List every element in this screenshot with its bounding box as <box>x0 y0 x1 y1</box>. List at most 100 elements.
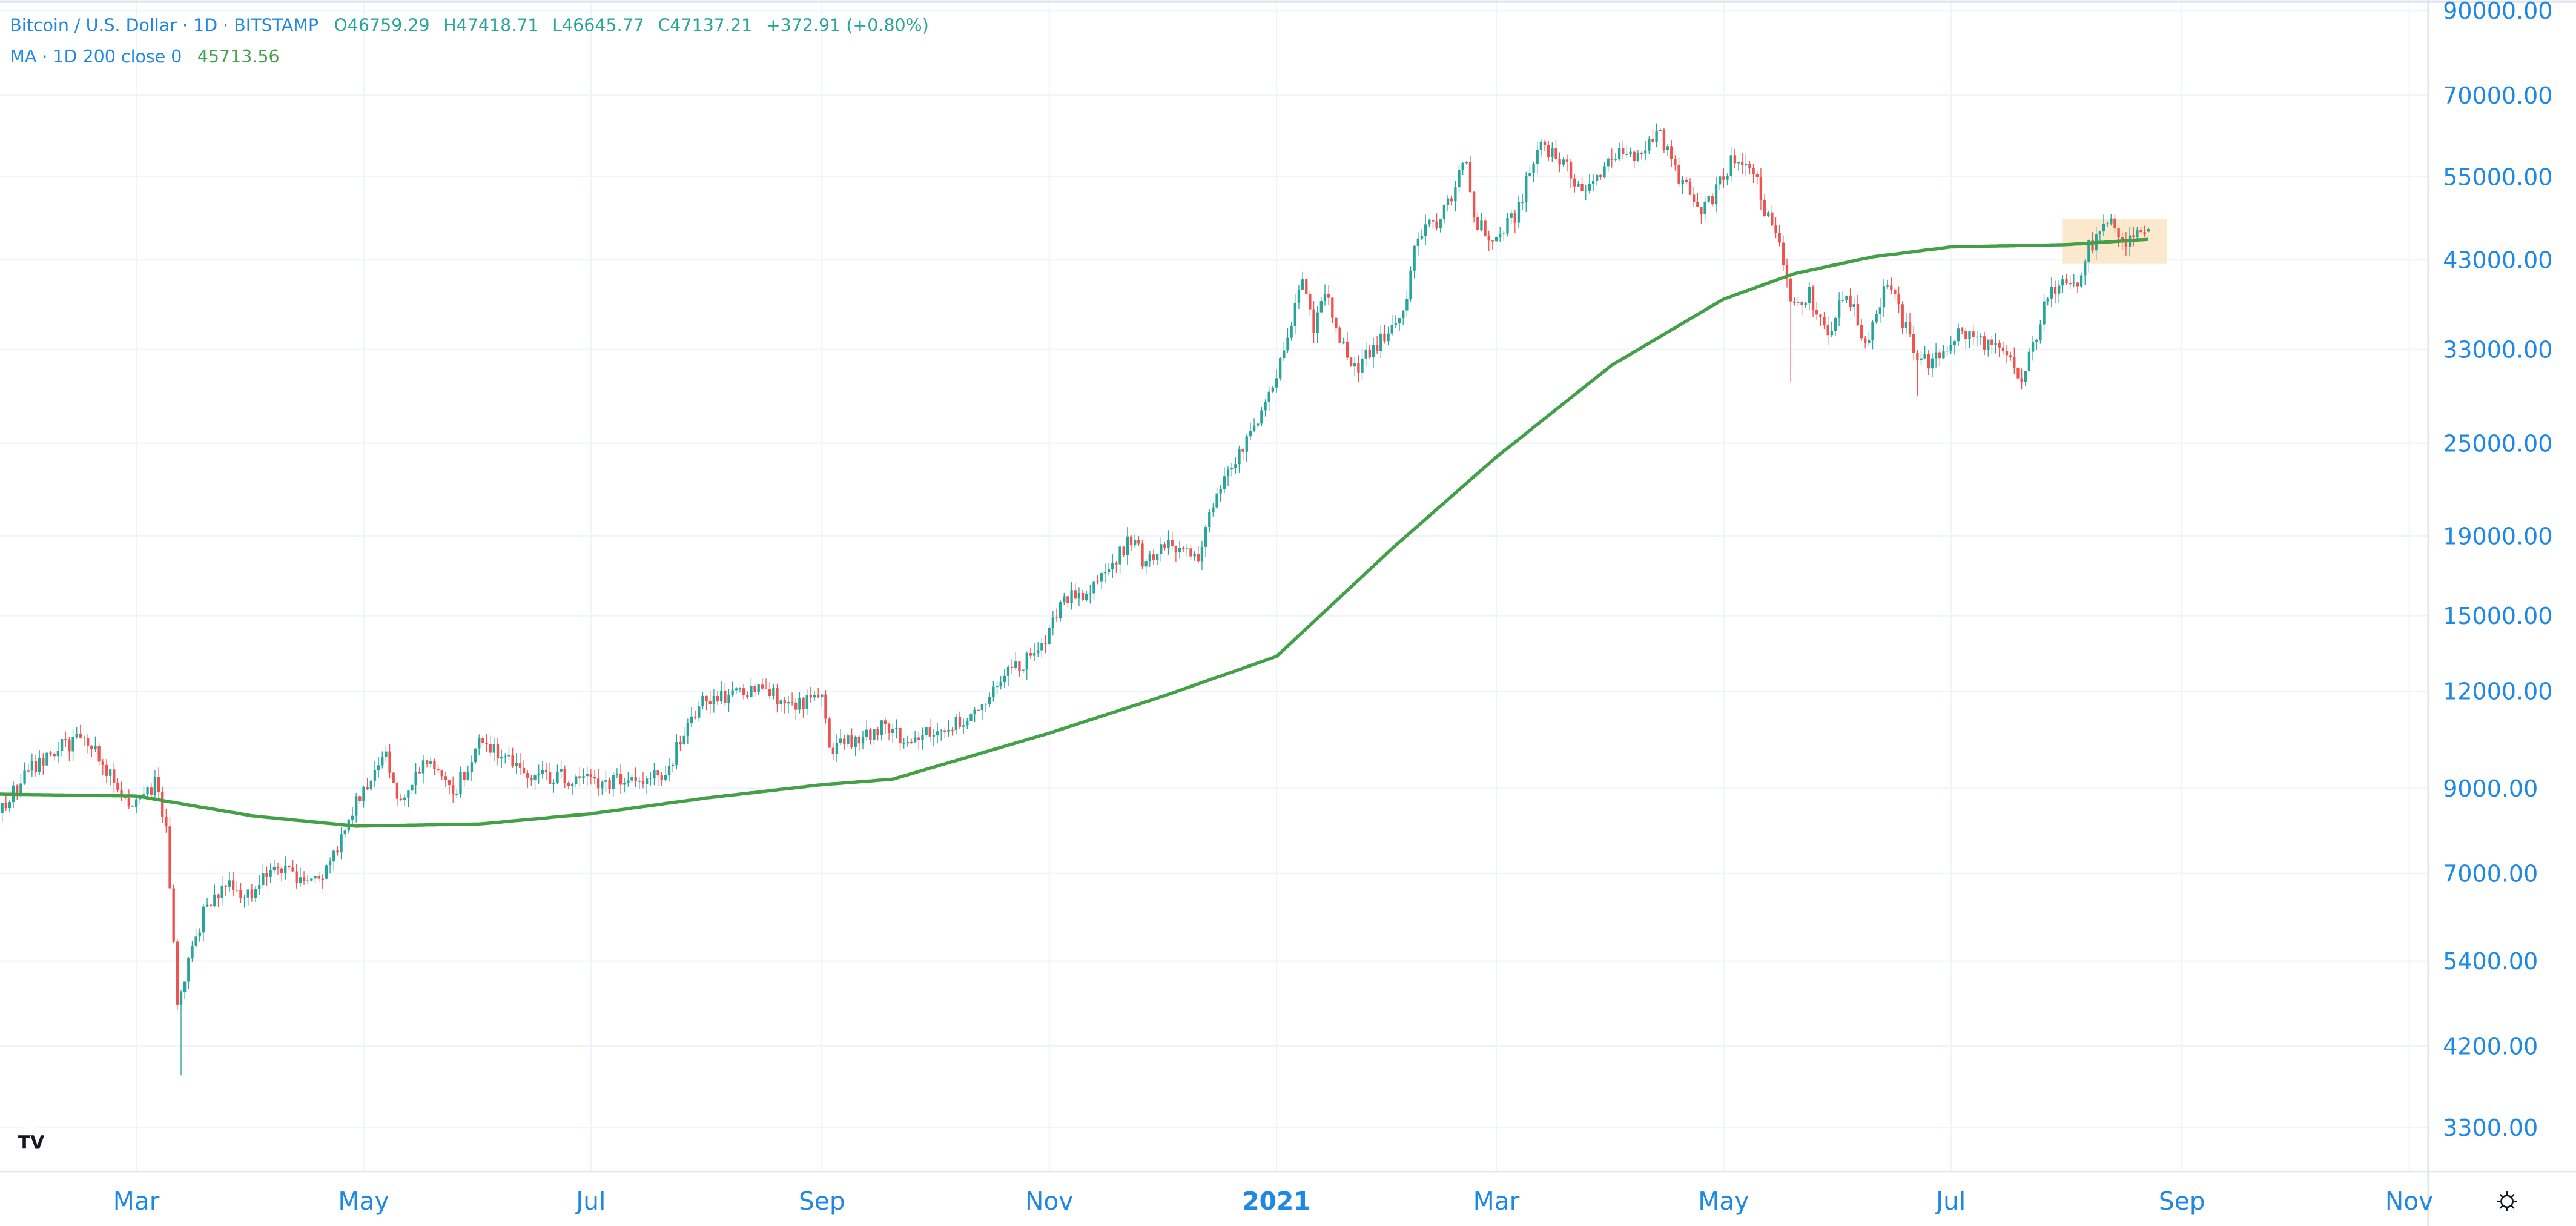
candle-body <box>1886 285 1889 287</box>
candle-body <box>1547 145 1550 157</box>
candle-body <box>168 826 171 889</box>
candle-body <box>1562 159 1565 165</box>
candle-body <box>712 696 716 704</box>
candle-body <box>667 766 671 775</box>
candle-body <box>992 686 995 697</box>
time-axis[interactable]: Mar May Jul Sep Nov 2021 Mar May Jul Sep Nov <box>113 1187 2433 1216</box>
candle-body <box>813 695 816 698</box>
candle-body <box>2117 228 2120 237</box>
candle-body <box>753 686 756 692</box>
candle-body <box>366 787 369 790</box>
candle-body <box>1283 350 1286 359</box>
candle-body <box>124 797 127 799</box>
candle-body <box>1789 278 1792 302</box>
candle-body <box>447 780 451 786</box>
candle-body <box>1055 617 1058 619</box>
gear-icon[interactable] <box>2497 1191 2517 1211</box>
candle-body <box>310 878 313 881</box>
candle-body <box>612 775 615 789</box>
candle-body <box>1111 563 1114 569</box>
candle-body <box>231 880 235 890</box>
candle-body <box>2009 355 2012 357</box>
candle-body <box>496 744 500 759</box>
candle-body <box>246 889 249 898</box>
candle-body <box>1089 593 1092 594</box>
candle-body <box>500 757 503 759</box>
candle-body <box>686 723 689 736</box>
candle-body <box>1226 469 1230 477</box>
candle-body <box>284 865 287 873</box>
candle-body <box>1103 572 1107 574</box>
candle-body <box>150 787 153 795</box>
candle-body <box>45 752 48 766</box>
candle-body <box>1901 304 1904 328</box>
candle-body <box>530 778 533 781</box>
candle-body <box>887 723 891 733</box>
candle-body <box>392 772 395 783</box>
candle-body <box>582 776 585 778</box>
candle-body <box>2013 357 2016 368</box>
candle-body <box>1607 158 1610 167</box>
candle-body <box>742 688 745 695</box>
price-tick-label: 12000.00 <box>2443 678 2552 705</box>
price-tick-label: 9000.00 <box>2443 775 2538 802</box>
candle-body <box>1301 279 1304 290</box>
tradingview-logo-icon[interactable]: TV <box>13 1127 50 1156</box>
candle-body <box>843 738 846 744</box>
candle-body <box>470 762 474 772</box>
candle-body <box>1129 536 1133 546</box>
candle-body <box>373 770 377 781</box>
candle-body <box>1998 343 2001 348</box>
candle-body <box>429 761 432 764</box>
price-tick-label: 70000.00 <box>2443 82 2552 109</box>
candle-body <box>578 776 581 778</box>
candle-body <box>1759 177 1763 200</box>
candle-body <box>563 769 566 783</box>
candle-body <box>1622 148 1625 154</box>
candle-body <box>630 777 633 781</box>
candle-body <box>928 727 931 737</box>
candle-body <box>821 694 824 698</box>
candle-body <box>2102 224 2105 232</box>
candle-body <box>34 761 38 772</box>
price-axis[interactable]: 90000.00 70000.00 55000.00 43000.00 33000.00… <box>2443 0 2552 1141</box>
candle-body <box>2113 218 2116 229</box>
candle-body <box>1551 148 1554 157</box>
candle-body <box>1920 358 1923 360</box>
candle-body <box>1643 150 1647 154</box>
candle-body <box>895 728 898 729</box>
candle-body <box>1834 317 1837 331</box>
candle-body <box>1923 354 1926 359</box>
candle-body <box>1182 548 1185 549</box>
candle-body <box>1648 139 1651 151</box>
candle-body <box>459 772 462 794</box>
candle-body <box>1115 563 1118 565</box>
candle-body <box>910 741 913 743</box>
candle-body <box>395 783 399 799</box>
candle-body <box>1823 317 1826 325</box>
candle-body <box>660 775 663 780</box>
legend-symbol[interactable]: Bitcoin / U.S. Dollar · 1D · BITSTAMP <box>10 16 319 36</box>
candle-body <box>1659 130 1662 131</box>
candle-body <box>421 760 425 774</box>
candle-body <box>977 709 980 711</box>
grid <box>0 0 2428 1172</box>
candle-body <box>1432 220 1435 222</box>
candle-body <box>1208 512 1211 528</box>
candle-body <box>1383 333 1386 342</box>
candle-body <box>1987 339 1990 350</box>
candle-body <box>332 850 335 862</box>
candle-body <box>220 885 223 898</box>
candle-body <box>1204 527 1207 547</box>
candle-body <box>381 757 384 766</box>
candle-body <box>552 783 555 784</box>
candle-body <box>1767 212 1770 216</box>
candle-body <box>1737 162 1740 164</box>
candle-body <box>943 730 946 732</box>
candle-body <box>1674 159 1677 165</box>
candle-body <box>947 729 950 732</box>
candle-body <box>917 737 920 740</box>
candle-body <box>134 799 138 807</box>
ma-label[interactable]: MA · 1D 200 close 0 <box>10 47 182 67</box>
